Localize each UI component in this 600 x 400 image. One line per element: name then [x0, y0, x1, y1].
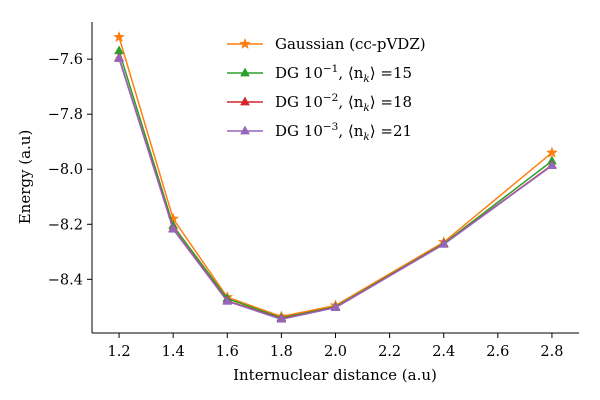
legend-label: DG 10−3, ⟨nk⟩ =21	[275, 121, 412, 143]
x-tick-label: 1.8	[270, 344, 293, 360]
data-point-marker	[113, 30, 125, 43]
x-tick-label: 1.2	[108, 344, 131, 360]
y-tick-label: −7.8	[48, 107, 83, 123]
series-2	[114, 45, 557, 322]
x-axis-title: Internuclear distance (a.u)	[233, 366, 437, 384]
x-tick-label: 2.4	[432, 344, 455, 360]
y-tick-label: −8.0	[48, 162, 83, 178]
y-tick-label: −8.4	[48, 272, 83, 288]
data-point-marker	[114, 53, 124, 62]
data-point-marker	[546, 146, 558, 158]
legend-item: DG 10−3, ⟨nk⟩ =21	[227, 121, 412, 143]
data-point-marker	[222, 295, 233, 305]
data-point-marker	[330, 302, 341, 312]
data-point-marker	[276, 313, 287, 323]
legend: Gaussian (cc-pVDZ) DG 10−1, ⟨nk⟩ =15 DG 10…	[227, 35, 426, 143]
series-line	[118, 36, 553, 318]
legend-marker	[239, 37, 251, 50]
series-4	[114, 53, 557, 323]
legend-label: DG 10−2, ⟨nk⟩ =18	[275, 92, 412, 114]
legend-label: Gaussian (cc-pVDZ)	[275, 35, 426, 53]
legend-marker	[240, 67, 250, 77]
x-tick-label: 2.0	[324, 344, 347, 360]
x-tick-label: 2.6	[486, 344, 509, 360]
legend-marker	[240, 96, 250, 106]
data-point-marker	[168, 223, 179, 233]
x-tick-label: 1.6	[216, 344, 239, 360]
x-tick-label: 1.4	[162, 344, 185, 360]
x-tick-label: 2.2	[378, 344, 401, 360]
data-point-marker	[547, 160, 557, 170]
axes: 1.2 1.4 1.6 1.8 2.0 2.2 2.4 2.6 2.8 −7.6 −7.8 −8.0 −…	[48, 22, 579, 360]
legend-item: Gaussian (cc-pVDZ)	[227, 35, 426, 53]
legend-label: DG 10−1, ⟨nk⟩ =15	[275, 63, 412, 85]
legend-item: DG 10−1, ⟨nk⟩ =15	[227, 63, 412, 85]
series-1	[113, 30, 558, 322]
legend-marker	[240, 125, 250, 135]
y-axis-title: Energy (a.u)	[16, 130, 34, 225]
data-point-marker	[438, 238, 449, 248]
series-layer	[113, 30, 558, 323]
x-tick-label: 2.8	[540, 344, 563, 360]
legend-item: DG 10−2, ⟨nk⟩ =18	[227, 92, 412, 114]
y-tick-label: −7.6	[48, 52, 83, 68]
y-tick-label: −8.2	[48, 217, 83, 233]
series-line	[118, 50, 553, 319]
